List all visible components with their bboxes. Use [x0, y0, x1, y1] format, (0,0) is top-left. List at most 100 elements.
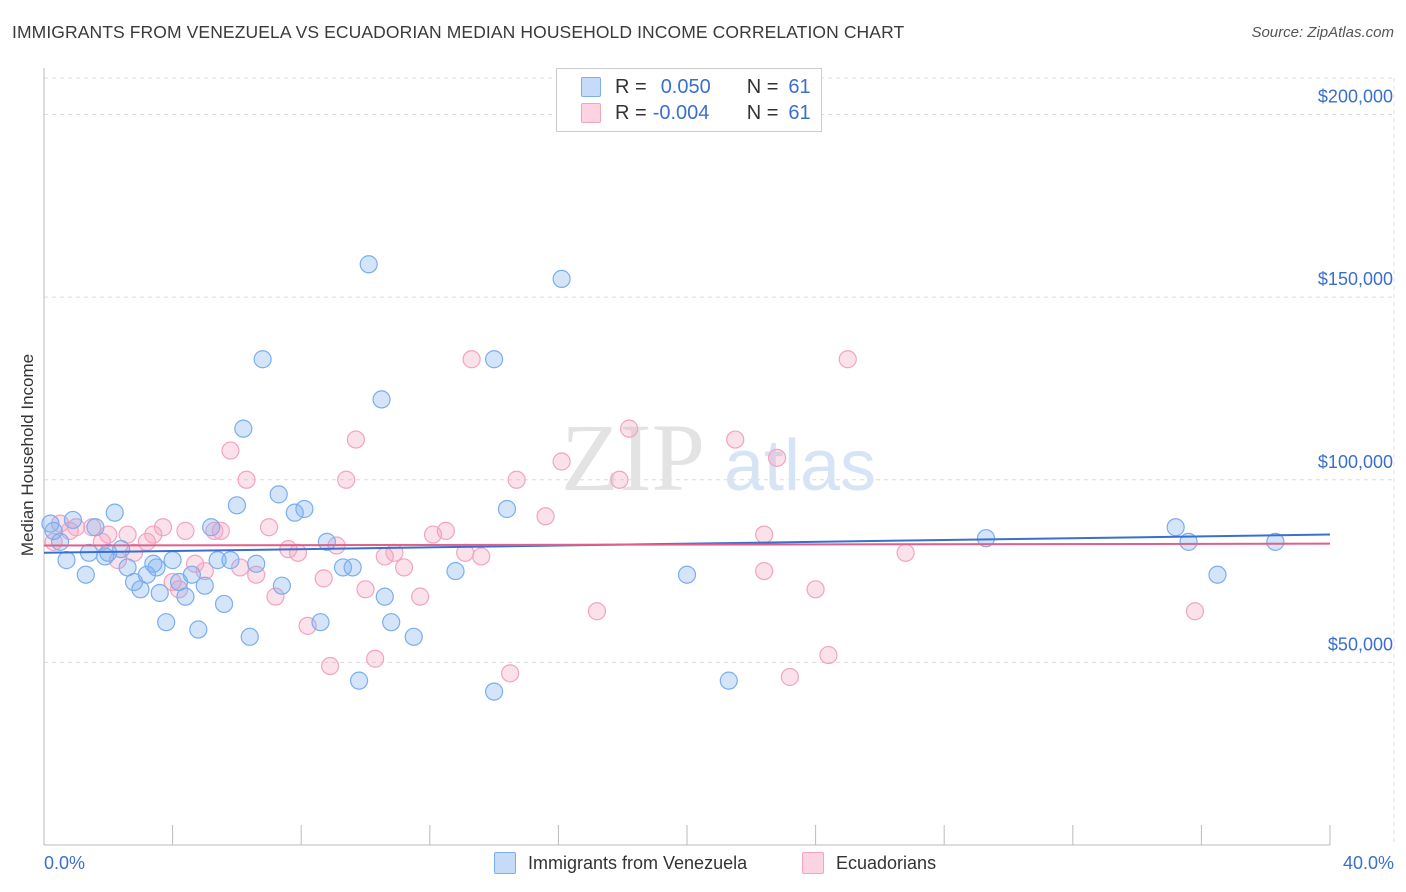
data-point: [234, 419, 253, 438]
data-point: [552, 269, 571, 288]
legend-n-label: N =: [746, 75, 779, 98]
chart-title: IMMIGRANTS FROM VENEZUELA VS ECUADORIAN …: [12, 22, 905, 42]
data-point: [214, 594, 234, 614]
data-point: [76, 565, 95, 584]
y-axis-title: Median Household Income: [18, 353, 37, 557]
data-point: [366, 649, 385, 668]
data-point: [620, 419, 639, 438]
legend-r-value: -0.004: [652, 101, 710, 124]
data-point: [359, 255, 378, 274]
data-point: [356, 580, 375, 599]
legend-swatch-venezuela: [581, 77, 601, 97]
data-point: [86, 518, 105, 537]
legend-row-venezuela: R = 0.050 N = 61: [581, 74, 811, 100]
data-point: [112, 540, 131, 559]
axes: [43, 68, 1331, 846]
data-point: [163, 551, 182, 570]
data-point: [896, 543, 915, 562]
data-point: [221, 441, 240, 460]
data-point: [719, 671, 738, 690]
data-point: [333, 558, 353, 577]
data-point: [337, 470, 356, 489]
data-point: [147, 558, 166, 577]
data-point: [153, 518, 173, 537]
data-point: [485, 350, 504, 369]
data-point: [105, 503, 124, 522]
bottom-legend-swatch-venezuela: [494, 852, 516, 874]
watermark-zip: ZIP: [561, 404, 705, 511]
bottom-legend-venezuela: Immigrants from Venezuela: [494, 852, 747, 874]
chart-source: Source: ZipAtlas.com: [1251, 24, 1394, 41]
y-tick-labels: $50,000 $100,000 $150,000 $200,000: [1318, 87, 1393, 655]
legend-row-ecuadorians: R = -0.004 N = 61: [581, 100, 811, 126]
data-point: [587, 602, 607, 621]
data-point: [269, 485, 288, 504]
y-tick-label: $50,000: [1328, 634, 1393, 654]
data-point: [780, 667, 799, 687]
legend-r-label: R =: [615, 75, 647, 98]
data-point: [157, 613, 176, 632]
data-point: [285, 503, 304, 522]
data-point: [186, 554, 205, 573]
data-point: [976, 529, 996, 548]
data-point: [321, 656, 340, 676]
y-tick-label: $150,000: [1318, 269, 1393, 289]
data-point: [44, 521, 63, 540]
y-tick-label: $200,000: [1318, 87, 1393, 107]
legend-swatch-ecuadorians: [581, 103, 601, 123]
data-point: [259, 518, 279, 537]
data-point: [176, 587, 195, 606]
data-point: [247, 554, 266, 573]
data-point: [95, 547, 115, 566]
data-point: [1185, 602, 1205, 621]
data-point: [314, 569, 333, 588]
data-point: [272, 576, 292, 595]
data-point: [436, 521, 455, 540]
x-tick-label-min: 0.0%: [44, 853, 86, 873]
data-point: [266, 587, 285, 606]
data-point: [838, 350, 857, 369]
bottom-legend-label-ecuadorians: Ecuadorians: [836, 852, 937, 873]
watermark: ZIP atlas: [561, 404, 876, 511]
data-point: [536, 507, 555, 526]
data-point: [63, 510, 83, 530]
data-point: [404, 627, 423, 646]
data-point: [57, 551, 76, 570]
data-point: [411, 587, 430, 606]
data-point: [806, 580, 825, 599]
data-point: [227, 496, 246, 515]
data-point: [211, 521, 230, 540]
data-point: [726, 430, 745, 449]
bottom-legend-ecuadorians: Ecuadorians: [802, 852, 936, 874]
data-point: [349, 671, 369, 690]
data-point: [295, 499, 314, 519]
data-point: [610, 470, 629, 489]
watermark-atlas: atlas: [724, 426, 876, 506]
data-point: [343, 558, 362, 577]
data-point: [237, 470, 256, 489]
data-point: [755, 525, 774, 544]
data-point: [446, 561, 465, 581]
data-point: [288, 543, 308, 562]
x-tick-label-max: 40.0%: [1342, 853, 1394, 873]
data-points: [41, 255, 1285, 701]
data-point: [346, 430, 365, 449]
data-point: [394, 558, 414, 577]
data-point: [1266, 532, 1285, 551]
data-point: [472, 547, 491, 566]
data-point: [195, 576, 214, 595]
data-point: [767, 448, 787, 467]
data-point: [311, 613, 330, 632]
data-point: [501, 664, 520, 683]
data-point: [169, 580, 189, 599]
data-point: [253, 350, 272, 369]
data-point: [176, 521, 195, 540]
data-point: [677, 565, 697, 584]
data-point: [1208, 565, 1227, 584]
data-point: [208, 551, 227, 570]
data-point: [375, 587, 394, 606]
data-point: [240, 627, 259, 646]
data-point: [755, 561, 774, 581]
legend-n-value: 61: [788, 75, 811, 98]
